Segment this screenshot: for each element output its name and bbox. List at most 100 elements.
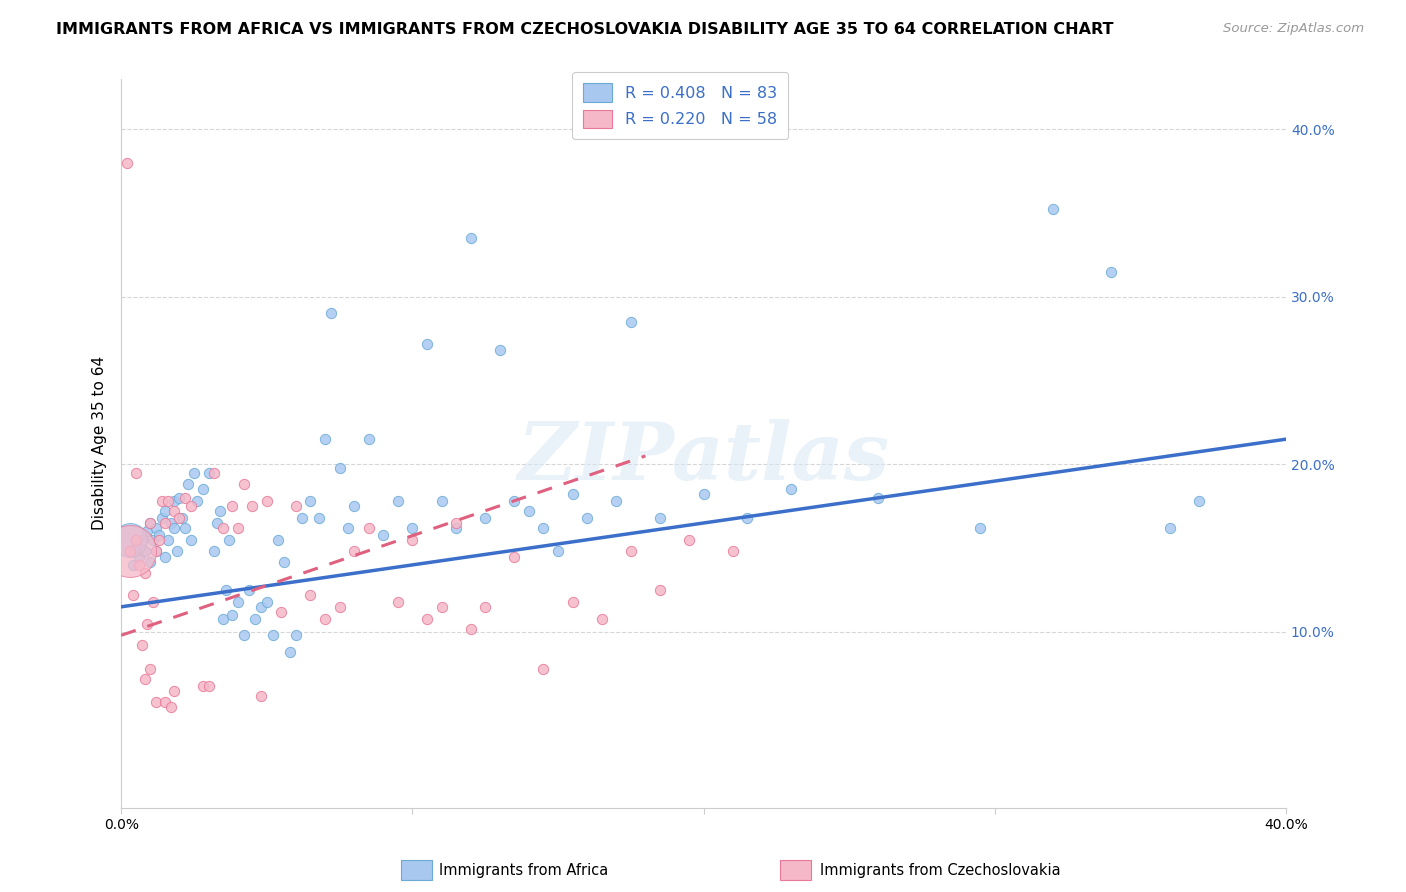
- Point: [969, 521, 991, 535]
- Text: Source: ZipAtlas.com: Source: ZipAtlas.com: [1223, 22, 1364, 36]
- Point: [226, 521, 249, 535]
- Point: [299, 588, 322, 602]
- Point: [156, 533, 179, 547]
- Point: [221, 608, 243, 623]
- Point: [488, 343, 510, 358]
- Point: [387, 595, 409, 609]
- Point: [180, 533, 202, 547]
- Point: [605, 494, 627, 508]
- Point: [172, 511, 194, 525]
- Point: [186, 494, 208, 508]
- Point: [197, 466, 219, 480]
- Point: [150, 494, 173, 508]
- Point: [207, 516, 229, 530]
- Point: [142, 533, 165, 547]
- Point: [150, 511, 173, 525]
- Point: [430, 494, 453, 508]
- Point: [474, 511, 496, 525]
- Point: [533, 662, 555, 676]
- Point: [373, 527, 395, 541]
- Point: [232, 477, 254, 491]
- Point: [503, 549, 526, 564]
- Point: [118, 544, 141, 558]
- Point: [180, 500, 202, 514]
- Point: [153, 695, 176, 709]
- Point: [238, 582, 260, 597]
- Point: [226, 595, 249, 609]
- Point: [136, 616, 159, 631]
- Point: [868, 491, 890, 505]
- Point: [202, 466, 225, 480]
- Point: [648, 511, 671, 525]
- Point: [162, 504, 184, 518]
- Text: ZIPatlas: ZIPatlas: [517, 419, 890, 497]
- Point: [291, 511, 314, 525]
- Point: [166, 544, 188, 558]
- Point: [284, 500, 307, 514]
- Point: [162, 494, 184, 508]
- Point: [125, 541, 148, 556]
- Point: [278, 645, 301, 659]
- Point: [139, 516, 162, 530]
- Point: [737, 511, 759, 525]
- Point: [128, 558, 150, 572]
- Point: [159, 516, 181, 530]
- Point: [131, 533, 153, 547]
- Point: [620, 315, 643, 329]
- Point: [191, 483, 214, 497]
- Point: [547, 544, 569, 558]
- Point: [387, 494, 409, 508]
- Point: [145, 695, 167, 709]
- Point: [218, 533, 240, 547]
- Point: [215, 582, 238, 597]
- Point: [121, 588, 143, 602]
- Point: [576, 511, 599, 525]
- Point: [243, 611, 266, 625]
- Point: [648, 582, 671, 597]
- Point: [202, 544, 225, 558]
- Point: [153, 549, 176, 564]
- Legend: R = 0.408   N = 83, R = 0.220   N = 58: R = 0.408 N = 83, R = 0.220 N = 58: [572, 72, 789, 139]
- Point: [460, 622, 482, 636]
- Point: [1188, 494, 1211, 508]
- Point: [416, 336, 439, 351]
- Point: [169, 511, 191, 525]
- Point: [232, 628, 254, 642]
- Point: [444, 521, 467, 535]
- Point: [561, 487, 583, 501]
- Point: [131, 639, 153, 653]
- Point: [250, 689, 273, 703]
- Point: [1042, 202, 1064, 217]
- Point: [401, 533, 423, 547]
- Point: [329, 460, 352, 475]
- Point: [134, 672, 156, 686]
- Point: [308, 511, 330, 525]
- Point: [270, 605, 292, 619]
- Point: [145, 544, 167, 558]
- Point: [145, 544, 167, 558]
- Point: [256, 595, 278, 609]
- Point: [139, 516, 162, 530]
- Point: [1099, 264, 1122, 278]
- Point: [357, 432, 380, 446]
- Point: [319, 306, 342, 320]
- Point: [337, 521, 360, 535]
- Point: [221, 500, 243, 514]
- Text: IMMIGRANTS FROM AFRICA VS IMMIGRANTS FROM CZECHOSLOVAKIA DISABILITY AGE 35 TO 64: IMMIGRANTS FROM AFRICA VS IMMIGRANTS FRO…: [56, 22, 1114, 37]
- Point: [148, 533, 170, 547]
- Point: [591, 611, 613, 625]
- Point: [474, 599, 496, 614]
- Point: [125, 533, 148, 547]
- Point: [314, 432, 336, 446]
- Point: [212, 521, 235, 535]
- Point: [156, 494, 179, 508]
- Point: [139, 662, 162, 676]
- Point: [430, 599, 453, 614]
- Point: [256, 494, 278, 508]
- Point: [284, 628, 307, 642]
- Point: [177, 477, 200, 491]
- Point: [159, 700, 181, 714]
- Point: [212, 611, 235, 625]
- Point: [357, 521, 380, 535]
- Point: [460, 231, 482, 245]
